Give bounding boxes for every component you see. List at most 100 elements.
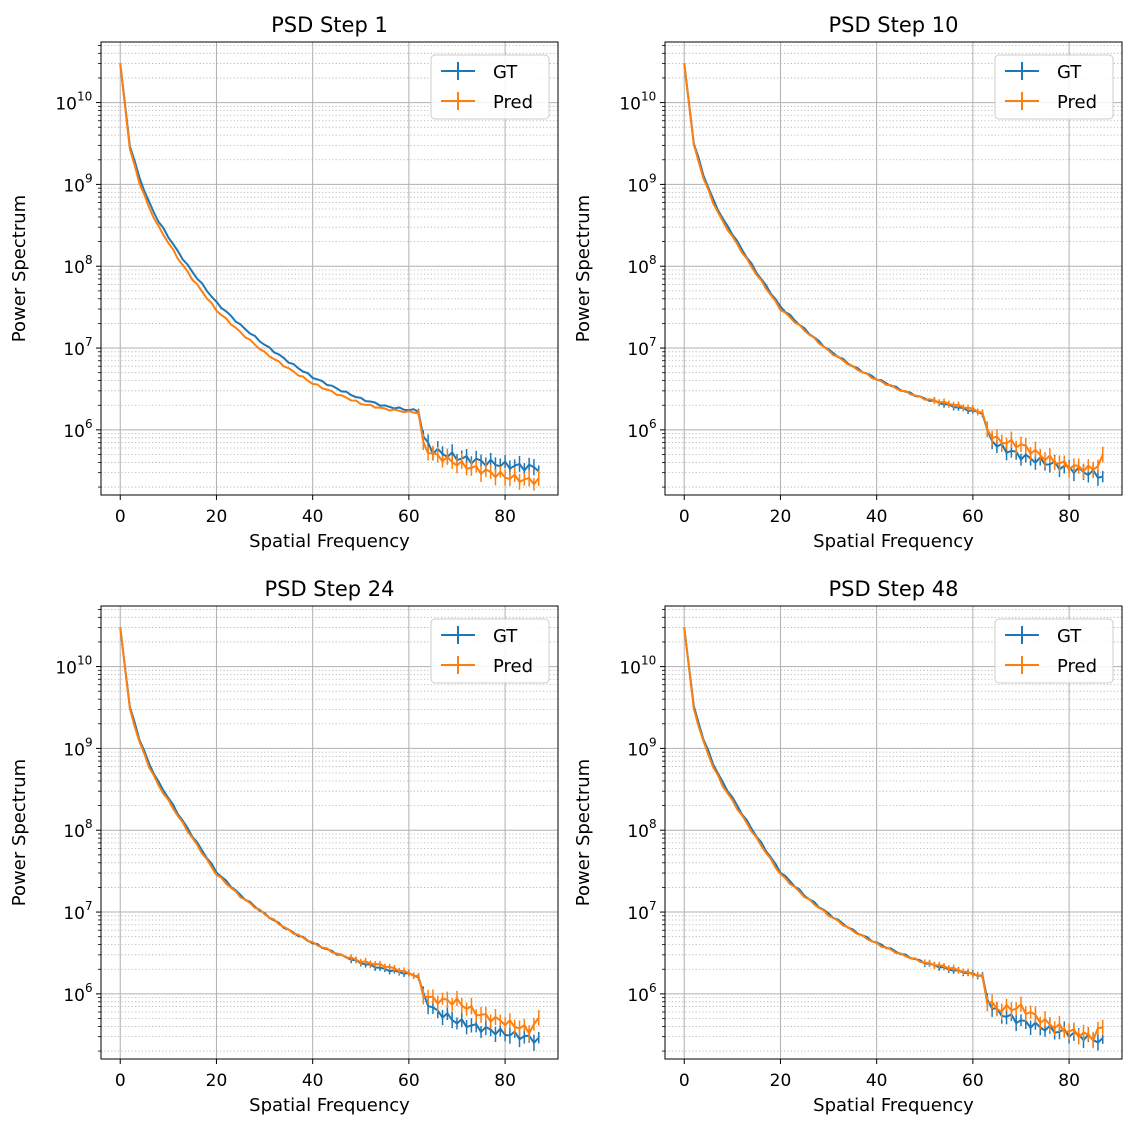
y-tick-base: 10 xyxy=(627,176,649,196)
x-tick-label: 40 xyxy=(302,1071,324,1091)
y-tick-exponent: 6 xyxy=(649,981,657,995)
axes-frame xyxy=(100,605,559,1060)
series-line-pred xyxy=(119,627,540,1036)
chart-title: PSD Step 24 xyxy=(264,577,394,601)
legend-label-gt: GT xyxy=(493,62,518,83)
x-tick-label: 20 xyxy=(206,507,228,527)
x-tick-label: 60 xyxy=(398,1071,420,1091)
legend: GT Pred xyxy=(994,54,1114,120)
y-axis-label: Power Spectrum xyxy=(573,195,594,342)
x-axis-label: Spatial Frequency xyxy=(813,531,974,552)
y-tick-base: 10 xyxy=(627,986,649,1006)
y-tick-base: 10 xyxy=(63,904,85,924)
x-tick-label: 40 xyxy=(866,507,888,527)
x-tick-label: 0 xyxy=(679,1071,690,1091)
y-tick-base: 10 xyxy=(627,904,649,924)
axes-frame xyxy=(664,605,1123,1060)
x-tick-label: 60 xyxy=(962,1071,984,1091)
legend-label-gt: GT xyxy=(493,626,518,647)
x-tick-label: 60 xyxy=(962,507,984,527)
y-tick-base: 10 xyxy=(63,176,85,196)
legend: GT Pred xyxy=(430,54,550,120)
axes-frame xyxy=(100,41,559,496)
x-tick-label: 0 xyxy=(115,1071,126,1091)
series-line-gt xyxy=(683,627,1104,1044)
y-tick-exponent: 8 xyxy=(85,253,93,267)
x-axis-label: Spatial Frequency xyxy=(249,1095,410,1116)
y-tick-exponent: 9 xyxy=(85,171,93,185)
chart-title: PSD Step 10 xyxy=(828,13,958,37)
legend-label-pred: Pred xyxy=(1057,656,1097,677)
series-line-gt xyxy=(119,63,540,473)
minor-grid xyxy=(98,608,558,1052)
series-pred xyxy=(683,627,1104,1049)
x-tick-label: 40 xyxy=(866,1071,888,1091)
y-tick-base: 10 xyxy=(63,340,85,360)
y-axis-label: Power Spectrum xyxy=(9,759,30,906)
y-tick-base: 10 xyxy=(63,986,85,1006)
y-tick-exponent: 8 xyxy=(649,253,657,267)
y-tick-base: 10 xyxy=(627,258,649,278)
x-tick-label: 20 xyxy=(770,507,792,527)
y-axis-label: Power Spectrum xyxy=(9,195,30,342)
y-tick-base: 10 xyxy=(627,740,649,760)
legend-label-gt: GT xyxy=(1057,626,1082,647)
y-tick-exponent: 6 xyxy=(649,417,657,431)
y-tick-exponent: 6 xyxy=(85,981,93,995)
series-line-pred xyxy=(683,63,1104,474)
y-tick-base: 10 xyxy=(627,422,649,442)
y-tick-base: 10 xyxy=(63,740,85,760)
y-tick-exponent: 10 xyxy=(77,90,92,104)
x-tick-label: 80 xyxy=(494,1071,516,1091)
x-tick-label: 0 xyxy=(115,507,126,527)
y-tick-exponent: 8 xyxy=(85,817,93,831)
x-tick-label: 80 xyxy=(1058,507,1080,527)
x-tick-label: 80 xyxy=(494,507,516,527)
y-tick-base: 10 xyxy=(63,422,85,442)
y-tick-exponent: 10 xyxy=(77,654,92,668)
y-tick-base: 10 xyxy=(55,659,77,679)
minor-grid xyxy=(98,44,558,488)
x-tick-label: 80 xyxy=(1058,1071,1080,1091)
legend-label-pred: Pred xyxy=(493,92,533,113)
major-grid xyxy=(665,606,1122,1059)
x-tick-label: 60 xyxy=(398,507,420,527)
axes-frame xyxy=(664,41,1123,496)
y-tick-exponent: 7 xyxy=(649,335,657,349)
y-tick-exponent: 9 xyxy=(85,735,93,749)
legend: GT Pred xyxy=(430,618,550,684)
y-tick-base: 10 xyxy=(55,95,77,115)
legend-label-gt: GT xyxy=(1057,62,1082,83)
legend: GT Pred xyxy=(994,618,1114,684)
series-pred xyxy=(119,63,540,491)
x-axis-label: Spatial Frequency xyxy=(249,531,410,552)
y-tick-base: 10 xyxy=(619,659,641,679)
y-tick-base: 10 xyxy=(627,822,649,842)
x-axis-label: Spatial Frequency xyxy=(813,1095,974,1116)
series-line-pred xyxy=(119,63,540,486)
x-tick-label: 20 xyxy=(206,1071,228,1091)
y-tick-exponent: 9 xyxy=(649,171,657,185)
y-tick-exponent: 8 xyxy=(649,817,657,831)
y-tick-base: 10 xyxy=(63,258,85,278)
chart-title: PSD Step 1 xyxy=(271,13,388,37)
y-tick-exponent: 7 xyxy=(85,335,93,349)
x-tick-label: 20 xyxy=(770,1071,792,1091)
x-tick-label: 40 xyxy=(302,507,324,527)
series-pred xyxy=(119,627,540,1042)
y-tick-exponent: 10 xyxy=(641,90,656,104)
y-tick-exponent: 6 xyxy=(85,417,93,431)
x-tick-label: 0 xyxy=(679,507,690,527)
series-pred xyxy=(683,63,1104,480)
y-tick-base: 10 xyxy=(63,822,85,842)
y-tick-exponent: 9 xyxy=(649,735,657,749)
y-tick-exponent: 7 xyxy=(649,899,657,913)
legend-label-pred: Pred xyxy=(493,656,533,677)
legend-label-pred: Pred xyxy=(1057,92,1097,113)
